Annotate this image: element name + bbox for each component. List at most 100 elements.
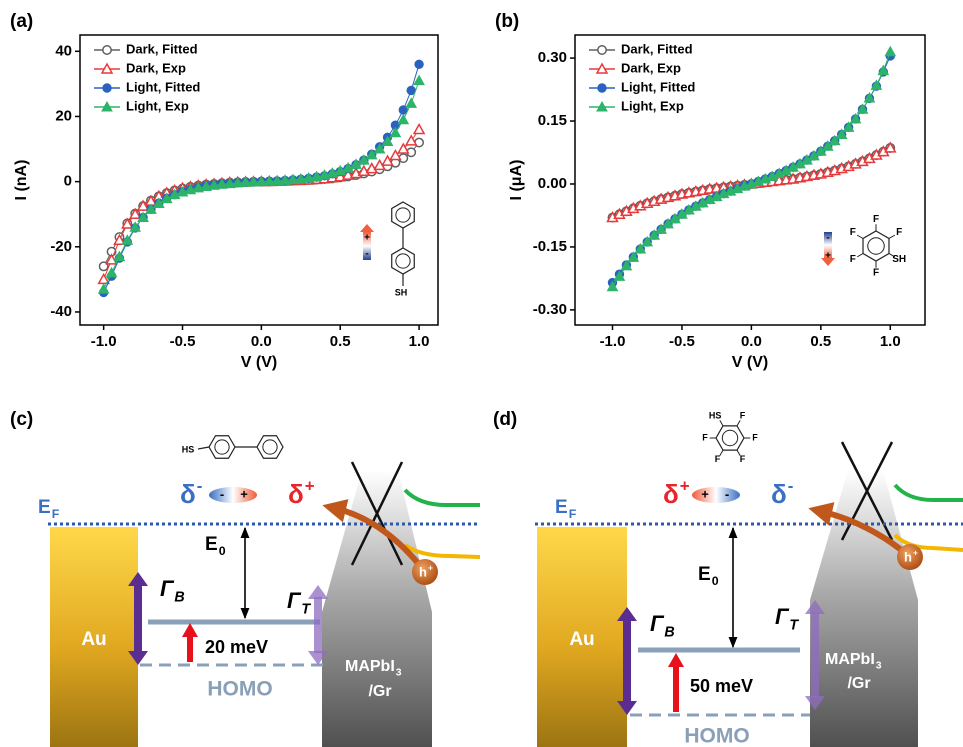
atom-label: F xyxy=(850,227,856,238)
fermi-label: E xyxy=(555,497,568,518)
ring xyxy=(392,248,415,274)
x-tick-label: 0.0 xyxy=(741,333,762,350)
homo-label: HOMO xyxy=(207,678,272,701)
x-tick-label: 1.0 xyxy=(880,333,901,350)
marker xyxy=(414,124,424,133)
panel-label: (b) xyxy=(495,11,519,32)
dipole-sign: - xyxy=(826,233,829,244)
atom-label: F xyxy=(702,432,708,442)
panel-label: (d) xyxy=(493,409,517,430)
x-tick-label: 0.5 xyxy=(330,333,351,350)
ring xyxy=(716,426,744,450)
charge-label: - xyxy=(725,486,729,501)
delta-label: δ xyxy=(288,479,304,509)
x-tick-label: -0.5 xyxy=(669,333,695,350)
x-axis-label: V (V) xyxy=(732,354,768,371)
ring xyxy=(863,231,889,261)
energy-arrow-head xyxy=(668,653,684,667)
double-arrow-head xyxy=(308,585,328,599)
y-tick-label: 0.30 xyxy=(538,49,567,66)
energy-label: 50 meV xyxy=(690,676,753,696)
delta-label-sup: - xyxy=(788,476,794,495)
bond xyxy=(889,235,895,238)
y-tick-label: -0.30 xyxy=(533,301,567,318)
hole-label: h xyxy=(904,549,912,564)
legend-marker xyxy=(598,46,606,54)
energy-label: 20 meV xyxy=(205,637,268,657)
atom-label: SH xyxy=(395,287,408,297)
delta-label-sup: + xyxy=(680,476,690,495)
marker xyxy=(885,47,895,56)
x-tick-label: 1.0 xyxy=(409,333,430,350)
energy-arrow-head xyxy=(182,623,198,637)
charge-label: + xyxy=(240,486,248,501)
ring-bond xyxy=(396,208,410,222)
y-tick-label: -20 xyxy=(50,238,72,255)
dipole-sign: + xyxy=(364,233,370,244)
panel-label: (a) xyxy=(10,11,33,32)
bond xyxy=(737,420,740,425)
x-axis-label: V (V) xyxy=(241,354,277,371)
coupling-label-sub: B xyxy=(174,589,184,605)
substrate-label: /Gr xyxy=(847,675,870,692)
band-curve xyxy=(405,490,480,505)
bond xyxy=(857,235,863,238)
figure: (a)-1.0-0.50.00.51.0-40-2002040V (V)I (n… xyxy=(0,0,963,747)
electrode-label: Au xyxy=(81,629,106,650)
substrate-label: MAPbI xyxy=(345,658,395,675)
y-tick-label: 40 xyxy=(55,42,72,59)
y-tick-label: 20 xyxy=(55,107,72,124)
legend-label: Dark, Fitted xyxy=(126,41,198,56)
coupling-label-sub: T xyxy=(789,617,799,633)
coupling-label: Γ xyxy=(650,611,665,636)
charge-label: - xyxy=(220,486,224,501)
band-curves xyxy=(895,485,963,550)
ring-bond xyxy=(396,254,410,268)
delta-label: δ xyxy=(663,479,679,509)
gap-label-sub: 0 xyxy=(219,544,226,558)
legend-label: Light, Exp xyxy=(621,98,684,113)
substrate-label-sub: 3 xyxy=(876,660,882,671)
gap-label-sub: 0 xyxy=(712,574,719,588)
marker xyxy=(390,128,400,137)
x-tick-label: 0.5 xyxy=(810,333,831,350)
coupling-label: Γ xyxy=(287,588,302,613)
fermi-label: E xyxy=(38,497,51,518)
gap-label: E xyxy=(205,534,218,555)
y-axis-label: I (nA) xyxy=(13,160,30,201)
dipole-sign: - xyxy=(365,249,368,260)
ring-bond xyxy=(215,440,229,454)
atom-label: F xyxy=(740,454,746,464)
atom-label: F xyxy=(896,227,902,238)
legend-label: Light, Fitted xyxy=(126,79,200,94)
page: (a)-1.0-0.50.00.51.0-40-2002040V (V)I (n… xyxy=(0,0,963,747)
hole-label-sup: + xyxy=(913,548,918,558)
atom-label: F xyxy=(715,454,721,464)
marker xyxy=(407,86,415,94)
legend-marker xyxy=(598,84,606,92)
ring xyxy=(392,202,415,228)
ring xyxy=(257,436,283,459)
substrate-label-sub: 3 xyxy=(396,667,402,678)
dipole-head xyxy=(360,224,374,232)
legend-label: Light, Fitted xyxy=(621,79,695,94)
band-curve xyxy=(895,485,963,500)
hole-label-sup: + xyxy=(428,563,433,573)
coupling-label: Γ xyxy=(160,576,175,601)
y-axis-label: I (μA) xyxy=(508,160,525,201)
bond xyxy=(198,447,209,449)
ring-bond xyxy=(263,440,277,454)
atom-label: SH xyxy=(892,254,906,265)
charge-label: + xyxy=(701,486,709,501)
fermi-label-sub: F xyxy=(52,507,60,521)
y-tick-label: 0.00 xyxy=(538,175,567,192)
x-tick-label: -1.0 xyxy=(600,333,626,350)
ring-bond xyxy=(722,430,737,445)
substrate-label: /Gr xyxy=(368,683,391,700)
ring-bond xyxy=(868,238,885,255)
atom-label: HS xyxy=(182,444,195,454)
atom-label: F xyxy=(850,254,856,265)
dipole-ellipse xyxy=(692,487,740,503)
y-tick-label: 0.15 xyxy=(538,112,567,129)
ring xyxy=(209,436,235,459)
